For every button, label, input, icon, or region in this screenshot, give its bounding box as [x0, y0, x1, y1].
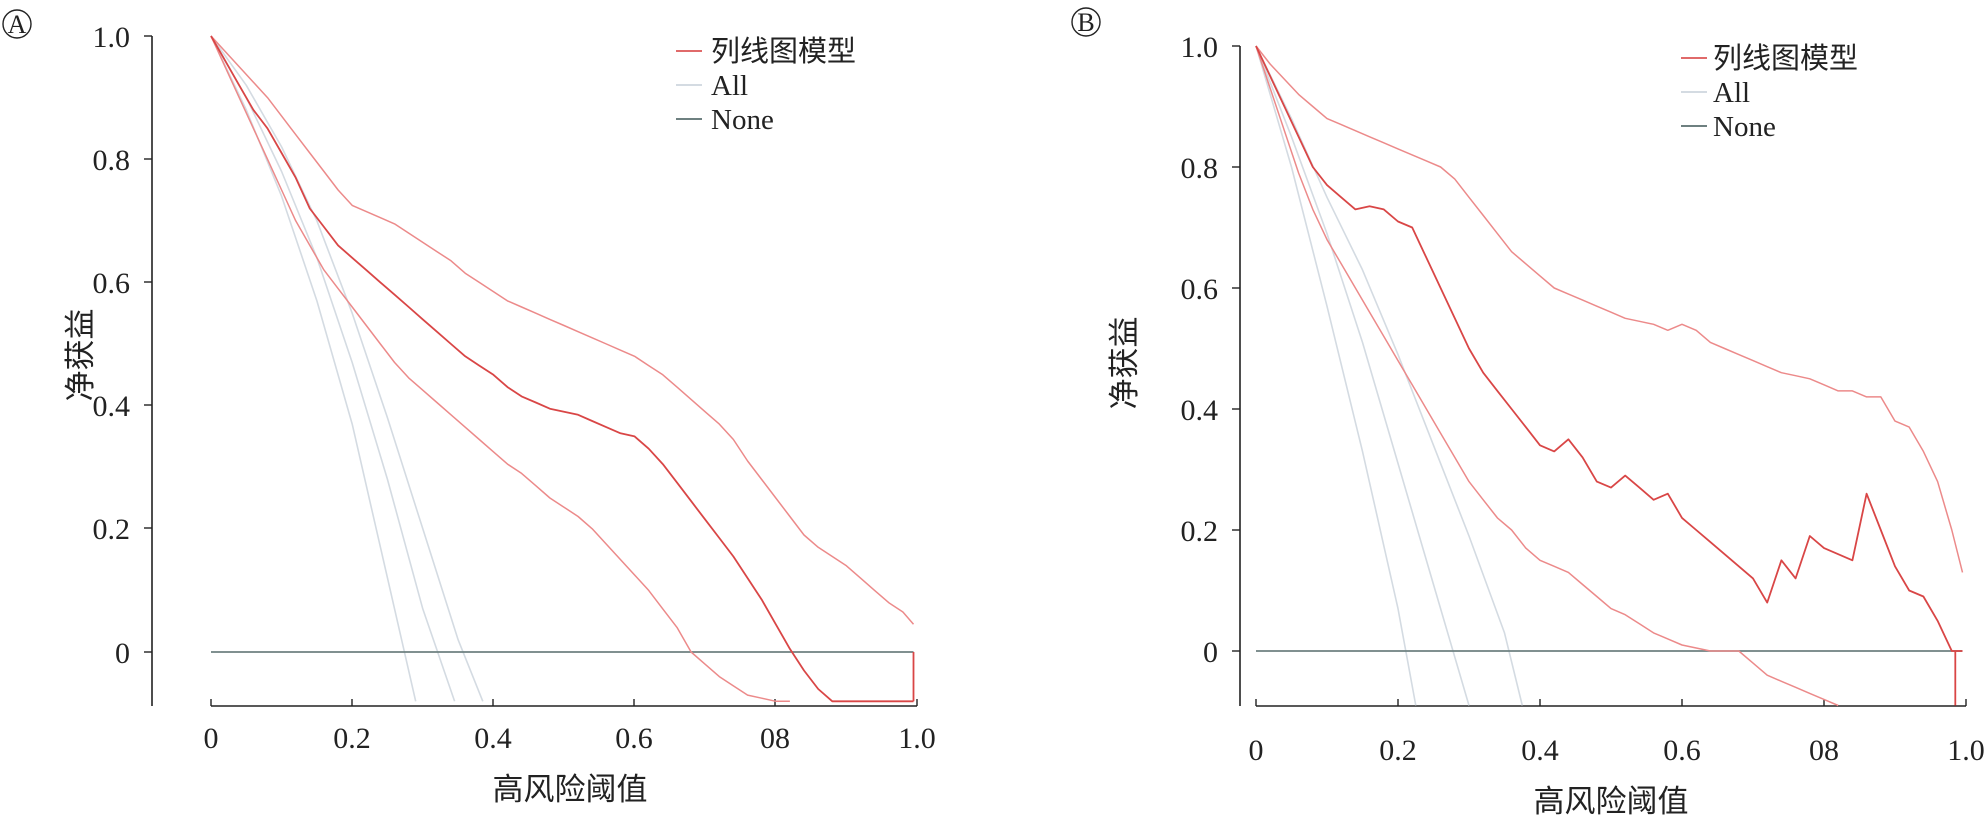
panel-a-x-tick-label: 0.6 — [615, 722, 653, 755]
panel-a-x-tick-label: 0.4 — [474, 722, 512, 755]
panel-a-x-tick-label: 0.2 — [333, 722, 371, 755]
panel-b-y-tick-label: 1.0 — [1181, 31, 1219, 64]
panel-a-legend-label-all: All — [711, 70, 748, 102]
panel-a-x-axis-title: 高风险阈值 — [493, 772, 648, 807]
panel-b-x-axis-title: 高风险阈值 — [1534, 784, 1689, 819]
panel-a-series-main-line — [211, 36, 914, 701]
panel-b-x-tick-label: 0.2 — [1379, 734, 1417, 767]
panel-a-x-ticks: 0 0.2 0.4 0.6 08 1.0 — [204, 699, 936, 755]
panel-b-series-upper-line — [1256, 46, 1963, 572]
panel-b-x-tick-label: 0.4 — [1521, 734, 1559, 767]
panel-a-legend-label-none: None — [711, 104, 774, 136]
panel-b-x-tick-label: 0.6 — [1663, 734, 1701, 767]
panel-a-x-tick-label: 1.0 — [898, 722, 936, 755]
panel-a-series-upper-line — [211, 36, 914, 624]
panel-a-y-axis-title: 净获益 — [63, 309, 98, 402]
panel-b-letter: B — [1077, 8, 1094, 37]
panel-b-y-tick-label: 0.8 — [1181, 152, 1219, 185]
panel-b-y-tick-label: 0.6 — [1181, 273, 1219, 306]
panel-a-series-all-line — [211, 36, 483, 701]
panel-a-y-tick-label: 0.6 — [93, 267, 131, 300]
panel-b-plot-area — [1256, 46, 1963, 706]
panel-a-series-all-line — [211, 36, 455, 701]
panel-b-y-tick-label: 0 — [1203, 636, 1218, 669]
panel-b-series-all-line — [1256, 46, 1416, 706]
panel-a-x-tick-label: 08 — [760, 722, 790, 755]
panel-b-legend-label-nomogram: 列线图模型 — [1713, 42, 1858, 75]
panel-b: B 1.0 0.8 0.6 0.4 0.2 0 — [1072, 8, 1984, 819]
panel-a-y-tick-label: 0.2 — [93, 513, 131, 546]
panel-b-y-ticks: 1.0 0.8 0.6 0.4 0.2 0 — [1181, 31, 1241, 669]
panel-b-x-tick-label: 0 — [1249, 734, 1264, 767]
panel-a-y-ticks: 1.0 0.8 0.6 0.4 0.2 0 — [93, 21, 153, 670]
panel-b-legend-label-all: All — [1713, 77, 1750, 109]
panel-b-legend-label-none: None — [1713, 111, 1776, 143]
panel-b-y-tick-label: 0.2 — [1181, 515, 1219, 548]
panel-b-x-ticks: 0 0.2 0.4 0.6 08 1.0 — [1249, 699, 1984, 767]
panel-b-series-main-line — [1256, 46, 1963, 651]
panel-b-x-tick-label: 08 — [1809, 734, 1839, 767]
panel-a-x-tick-label: 0 — [204, 722, 219, 755]
panel-a: A 1.0 0.8 0.6 0.4 0.2 0 — [3, 10, 936, 807]
panel-b-y-axis-title: 净获益 — [1107, 317, 1142, 410]
panel-a-series-lower-line — [211, 36, 790, 701]
panel-a-y-tick-label: 0.4 — [93, 390, 131, 423]
panel-b-series-all-line — [1256, 46, 1469, 706]
panel-b-legend: 列线图模型 All None — [1681, 42, 1858, 143]
panel-a-legend-label-nomogram: 列线图模型 — [711, 35, 856, 68]
panel-a-y-tick-label: 1.0 — [93, 21, 131, 54]
panel-a-letter: A — [8, 10, 27, 39]
panel-b-x-tick-label: 1.0 — [1947, 734, 1984, 767]
panel-a-legend: 列线图模型 All None — [676, 35, 856, 136]
panel-a-y-tick-label: 0.8 — [93, 144, 131, 177]
panel-b-y-tick-label: 0.4 — [1181, 394, 1219, 427]
panel-a-plot-area — [211, 36, 914, 701]
panel-a-series-all-line — [211, 36, 416, 701]
panel-a-y-tick-label: 0 — [115, 637, 130, 670]
